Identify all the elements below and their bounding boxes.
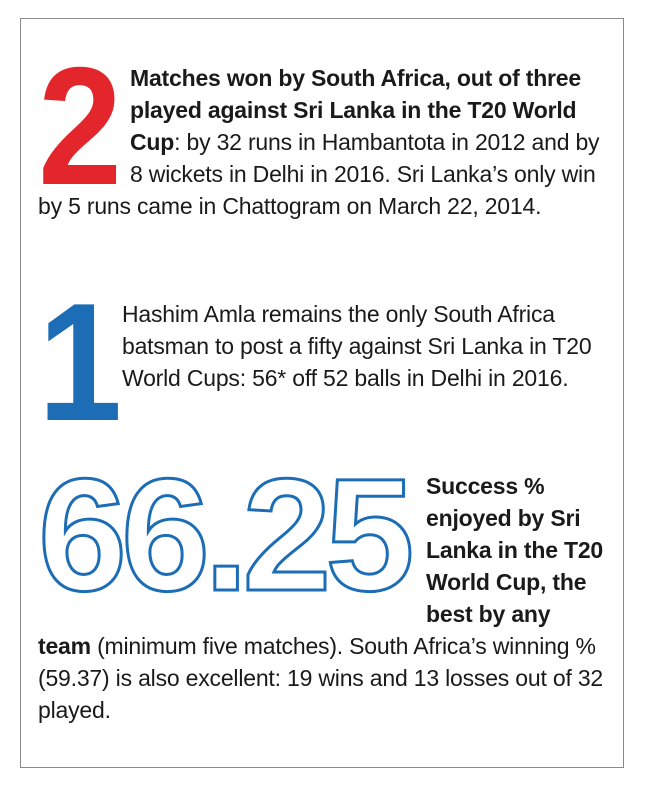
big-number: 2 [38,32,122,220]
fact-text: Hashim Amla remains the only South Afric… [122,301,592,391]
fact-text: (minimum five matches). South Africa’s w… [38,633,604,723]
big-number: 1 [38,268,122,456]
big-number: 66.25 [37,445,416,624]
fact-text: : by 32 runs in Hambantota in 2012 and b… [38,129,600,219]
fact: 1 Hashim Amla remains the only South Afr… [38,268,606,456]
fact-lead: Success % enjoyed by Sri Lanka in the T2… [38,473,604,659]
fact-lead: Matches won by South Africa, out of thre… [130,65,581,155]
fact: 2 Matches won by South Africa, out of th… [38,32,606,222]
frame [20,18,624,768]
fact: 66.25 Success % enjoyed by Sri Lanka in … [37,445,606,726]
